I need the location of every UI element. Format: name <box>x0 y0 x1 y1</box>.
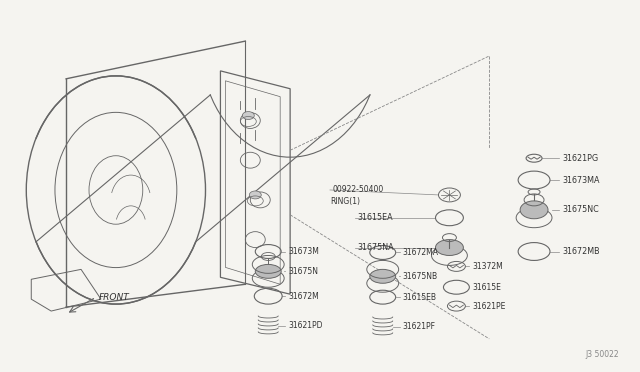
Text: 31621PD: 31621PD <box>288 321 323 330</box>
Text: 31615EB: 31615EB <box>403 293 436 302</box>
Ellipse shape <box>243 112 254 119</box>
Text: 00922-50400: 00922-50400 <box>333 186 384 195</box>
Text: 31615EA: 31615EA <box>358 213 394 222</box>
Text: 31621PG: 31621PG <box>562 154 598 163</box>
Text: 31672M: 31672M <box>288 292 319 301</box>
Text: 31675NC: 31675NC <box>562 205 598 214</box>
Text: 31672MA: 31672MA <box>403 248 438 257</box>
Text: 31675NB: 31675NB <box>403 272 438 281</box>
Text: J3 50022: J3 50022 <box>585 350 619 359</box>
Text: 31673MA: 31673MA <box>562 176 600 185</box>
Text: 31621PE: 31621PE <box>472 302 506 311</box>
Ellipse shape <box>435 240 463 256</box>
Text: FRONT: FRONT <box>99 293 130 302</box>
Text: 31615E: 31615E <box>472 283 501 292</box>
Text: 31675N: 31675N <box>288 267 318 276</box>
Text: 31675NA: 31675NA <box>358 243 394 252</box>
Ellipse shape <box>370 269 396 283</box>
Text: 31372M: 31372M <box>472 262 503 271</box>
Text: 31621PF: 31621PF <box>403 323 436 331</box>
Ellipse shape <box>520 201 548 219</box>
Text: RING(1): RING(1) <box>330 198 360 206</box>
Text: 31672MB: 31672MB <box>562 247 600 256</box>
Text: 31673M: 31673M <box>288 247 319 256</box>
Ellipse shape <box>255 264 281 278</box>
Ellipse shape <box>250 191 261 199</box>
